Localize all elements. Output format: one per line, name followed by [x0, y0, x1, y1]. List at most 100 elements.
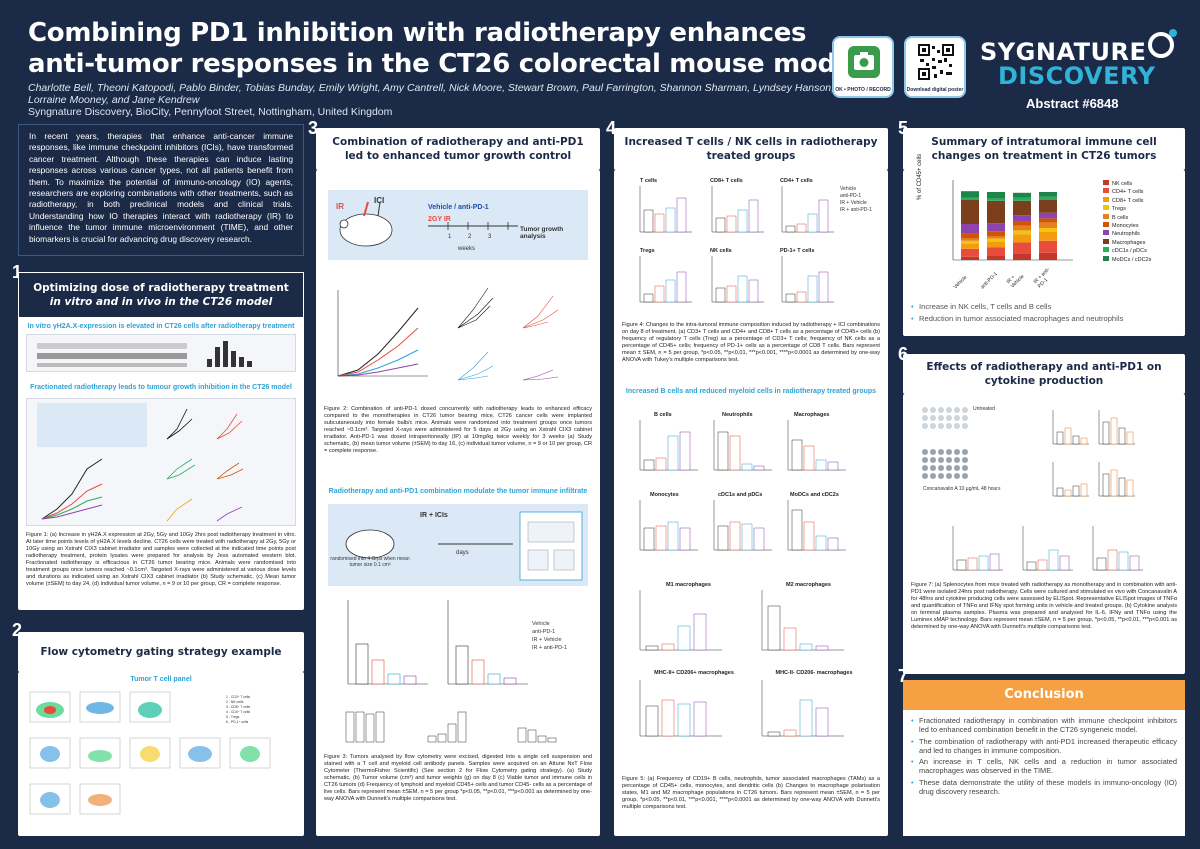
legend-swatch [1103, 222, 1109, 228]
figure-4-caption: Figure 4: Changes to the intra-tumoral i… [622, 322, 880, 363]
tumor-volume-weight-charts [347, 600, 528, 685]
stacked-segment [987, 223, 1005, 232]
stacked-segment [961, 248, 979, 257]
legend-item: NK cells [1103, 180, 1151, 188]
schema-analysis-label: Tumor growth analysis [520, 226, 564, 240]
stacked-segment [987, 200, 1005, 224]
section-2-panel: Tumor T cell panel 1 - CD3⁺ T cells 2 - N… [18, 672, 304, 836]
legend-ir-anti-pd1: IR + anti-PD-1 [840, 207, 872, 213]
legend-swatch [1103, 238, 1109, 244]
chart-title-macrophages: Macrophages [794, 412, 830, 418]
svg-text:1 - CD3⁺ T cells: 1 - CD3⁺ T cells [226, 695, 250, 699]
stacked-segment [987, 231, 1005, 236]
legend-swatch [1103, 255, 1109, 261]
poster-header: Combining PD1 inhibition with radiothera… [0, 0, 1200, 122]
conclusion-bullets: Fractionated radiotherapy in combination… [911, 716, 1177, 796]
legend-swatch [1103, 213, 1109, 219]
company-logo: SYGNATURE DISCOVERY [980, 40, 1156, 88]
section-1-number: 1 [12, 262, 23, 282]
legend-item: CD4+ T cells [1103, 188, 1151, 196]
photo-qr-code[interactable]: OK • PHOTO / RECORD [832, 36, 894, 98]
legend-label: cDC1s / pDCs [1112, 248, 1147, 255]
legend-label: CD4+ T cells [1112, 189, 1144, 196]
section-3-panel: 1 2 3 IR ICI Vehicle / anti-PD-1 2GY IR we… [316, 170, 600, 836]
section-3-subtitle-2: Radiotherapy and anti-PD1 combination mo… [328, 488, 588, 495]
legend-label: Monocytes [1112, 223, 1139, 230]
stacked-segment [1013, 192, 1031, 198]
qr-photo-caption: OK • PHOTO / RECORD [835, 87, 891, 93]
svg-text:4 - CD4⁺ T cells: 4 - CD4⁺ T cells [226, 710, 250, 714]
legend-item: Monocytes [1103, 222, 1151, 230]
stacked-segment [1039, 222, 1057, 228]
group-vehicle: Vehicle [952, 274, 969, 291]
section-6-panel: Untreated Concanavalin A 10 µg/mL 48 hou… [903, 394, 1185, 674]
legend-item: B cells [1103, 213, 1151, 222]
stacked-bar-chart [952, 180, 1073, 261]
section-1-heading: Optimizing dose of radiotherapy treatmen… [18, 272, 304, 318]
section-3-heading: Combination of radiotherapy and anti-PD1… [316, 128, 600, 170]
stacked-segment [987, 256, 1005, 260]
elispot-cona-label: Concanavalin A 10 µg/mL 48 hours [923, 486, 1001, 492]
qr-code-icon [918, 44, 954, 80]
legend-item: CD8+ T cells [1103, 196, 1151, 205]
stacked-segment [961, 224, 979, 234]
svg-text:2 - NK cells: 2 - NK cells [226, 700, 244, 704]
legend-label: Macrophages [1112, 239, 1146, 246]
stacked-segment [987, 192, 1005, 199]
group-anti-pd1: anti-PD-1 [980, 271, 1000, 291]
stacked-segment [1039, 212, 1057, 219]
figure-2-caption: Figure 2: Combination of anti-PD-1 dosed… [324, 406, 592, 454]
section-7-number: 7 [898, 666, 909, 686]
group-labels: Vehicle anti-PD-1 IR + Vehicle IR + anti… [951, 266, 1059, 290]
chart-title-cd4: CD4+ T cells [780, 178, 813, 184]
section-4-number: 4 [606, 118, 617, 138]
logo-line-2: DISCOVERY [998, 62, 1156, 90]
figure-3-caption: Figure 3: Tumors analysed by flow cytome… [324, 754, 592, 802]
legend-label: Tregs [1112, 206, 1126, 213]
section-4-subtitle-2: Increased B cells and reduced myeloid ce… [625, 388, 877, 395]
t-cell-charts [639, 186, 834, 303]
legend-swatch [1103, 196, 1109, 202]
section-1-subtitle-2: Fractionated radiotherapy leads to tumou… [30, 384, 292, 391]
stacked-segment [1013, 200, 1031, 216]
section-1-panel: Optimizing dose of radiotherapy treatmen… [18, 272, 304, 610]
conclusion-panel: Fractionated radiotherapy in combination… [903, 710, 1185, 836]
tumor-volume-charts-b-c [337, 287, 559, 381]
legend-item: Macrophages [1103, 238, 1151, 247]
schema2-ir-label: IR + ICIs [420, 512, 448, 519]
section-1-title-a: Optimizing dose of radiotherapy treatmen… [33, 282, 289, 294]
stacked-chart-ylabel: % of CD45+ cells [917, 153, 923, 200]
section-2-number: 2 [12, 620, 23, 640]
legend-ir-vehicle: IR + Vehicle [840, 200, 867, 206]
legend-item: Neutrophils [1103, 230, 1151, 238]
svg-text:5 - Tregs: 5 - Tregs [226, 715, 240, 719]
figure-4-legend: Vehicle anti-PD-1 IR + Vehicle IR + anti… [840, 186, 872, 214]
section-6-heading: Effects of radiotherapy and anti-PD1 on … [903, 354, 1185, 394]
stacked-segment [1039, 232, 1057, 241]
stacked-segment [1039, 240, 1057, 253]
poster-title: Combining PD1 inhibition with radiothera… [28, 18, 862, 80]
chart-title-b-cells: B cells [654, 412, 672, 418]
conclusion-bullet-3: An increase in T cells, NK cells and a r… [911, 757, 1177, 776]
conclusion-bullet-2: The combination of radiotherapy with ant… [911, 737, 1177, 756]
stacked-segment [987, 247, 1005, 256]
stacked-segment [961, 200, 979, 224]
stacked-segment [961, 256, 979, 260]
stacked-segment [1039, 192, 1057, 197]
legend-ir-anti-pd1: IR + anti-PD-1 [532, 645, 567, 651]
download-qr-code[interactable]: Download digital poster [904, 36, 966, 98]
legend-label: Neutrophils [1112, 231, 1140, 238]
chart-title-mhcii-neg: MHC-II- CD206- macrophages [775, 670, 853, 676]
affiliation: Syngnature Discovery, BioCity, Pennyfoot… [28, 106, 393, 118]
chart-title-cd8: CD8+ T cells [710, 178, 743, 184]
stacked-segment [1013, 225, 1031, 231]
schema2-days-label: days [456, 550, 469, 556]
stacked-segment [1039, 196, 1057, 200]
stacked-segment [961, 197, 979, 200]
stacked-segment [1013, 230, 1031, 235]
camera-icon [848, 46, 880, 78]
stacked-segment [1013, 253, 1031, 260]
legend-vehicle: Vehicle [840, 186, 857, 192]
legend-swatch [1103, 230, 1109, 236]
